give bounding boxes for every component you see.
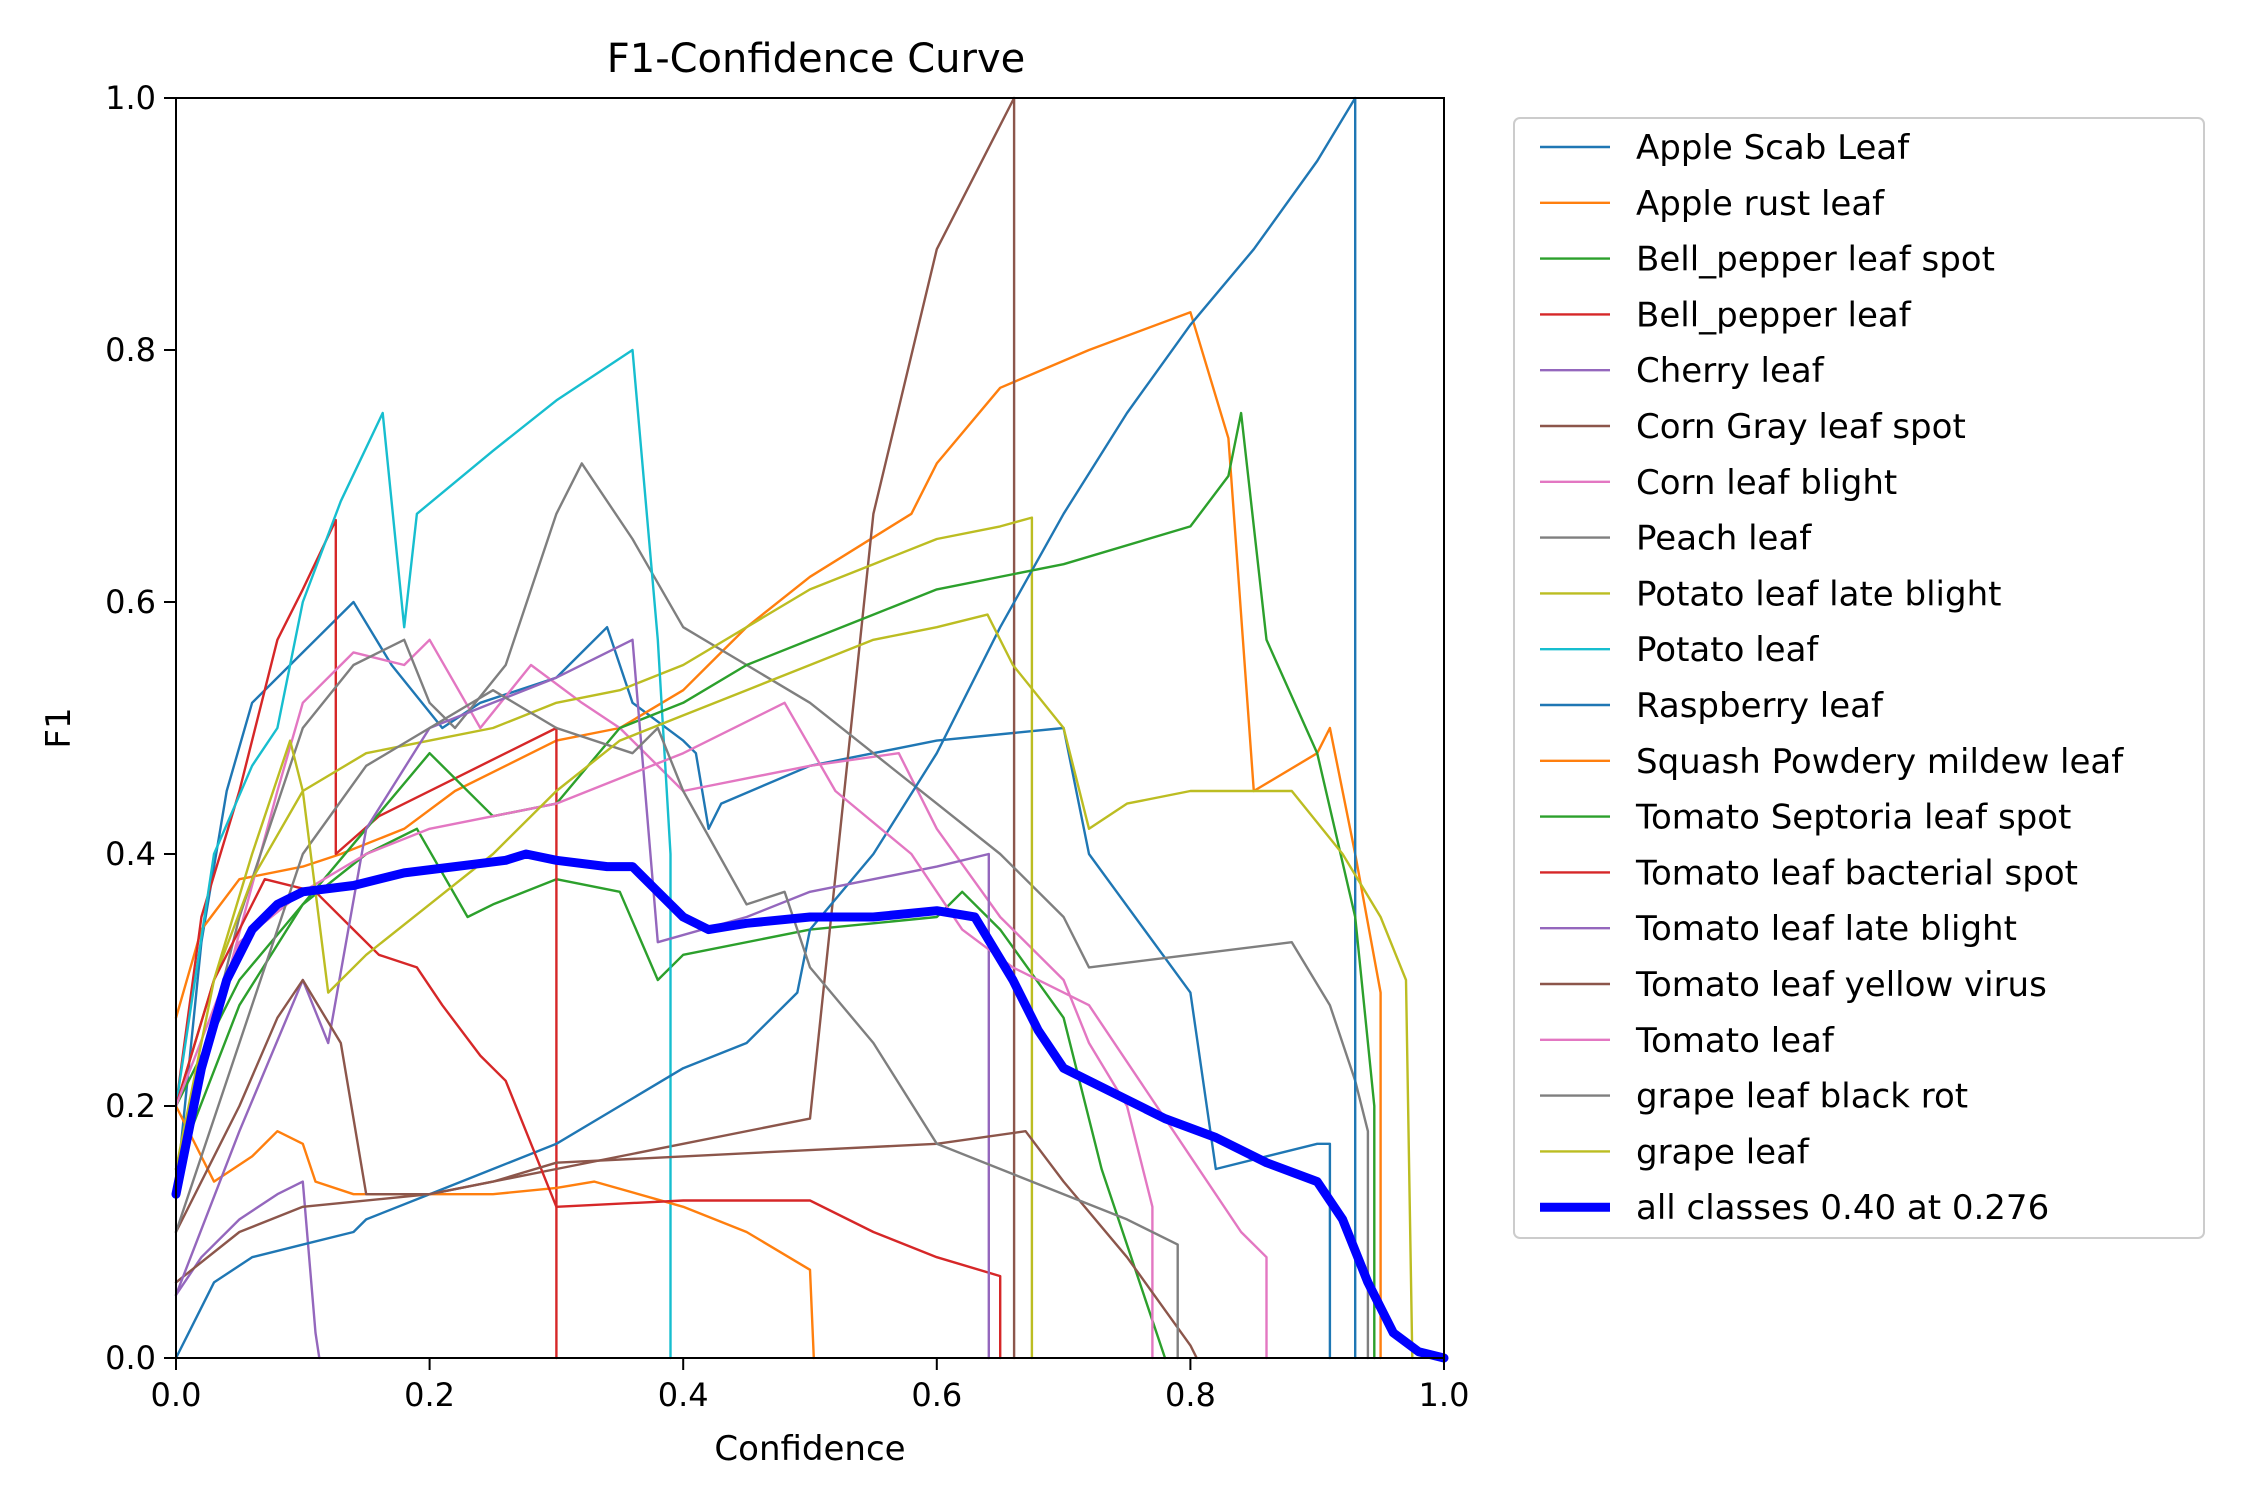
series-line-18	[174, 613, 1414, 1360]
legend-label: Tomato leaf yellow virus	[1635, 965, 2047, 1005]
series-line-8	[174, 516, 1034, 1360]
plot-frame	[175, 97, 1445, 1359]
legend-label: Raspberry leaf	[1636, 686, 1884, 726]
series-line-13	[174, 878, 1002, 1360]
series-line-2	[174, 827, 1167, 1360]
legend-label: Peach leaf	[1636, 519, 1812, 559]
legend-label: Squash Powdery mildew leaf	[1636, 742, 2124, 782]
x-tick-label: 1.0	[1419, 1376, 1470, 1414]
series-line-14	[174, 638, 990, 1360]
legend-label: Bell_pepper leaf spot	[1636, 240, 1995, 280]
x-axis: 0.0 0.2 0.4 0.6 0.8 1.0	[151, 1358, 1470, 1414]
series-line-10	[174, 96, 1357, 1360]
legend-label: Apple rust leaf	[1636, 184, 1885, 224]
legend-label: grape leaf	[1636, 1132, 1810, 1172]
legend-label: Cherry leaf	[1636, 351, 1825, 391]
y-tick-label: 1.0	[105, 79, 156, 117]
legend-label: Tomato leaf	[1635, 1021, 1835, 1061]
y-tick-label: 0.6	[105, 583, 156, 621]
legend-frame	[1513, 117, 2205, 1239]
series-line-12	[174, 411, 1376, 1360]
y-axis-label: F1	[39, 707, 79, 748]
legend-label: Tomato leaf bacterial spot	[1635, 853, 2078, 893]
series-line-15	[174, 978, 1198, 1360]
chart-title: F1-Confidence Curve	[607, 36, 1026, 82]
series-line-0	[174, 600, 1332, 1360]
x-tick-label: 0.4	[658, 1376, 709, 1414]
legend-label: Corn Gray leaf spot	[1636, 407, 1966, 447]
legend-label: Potato leaf	[1636, 630, 1819, 670]
series-line-17	[174, 689, 1179, 1360]
legend-label: Potato leaf late blight	[1636, 574, 2001, 614]
series-line-19	[171, 849, 1449, 1363]
y-tick-label: 0.2	[105, 1087, 156, 1125]
legend-label: Corn leaf blight	[1636, 463, 1897, 503]
y-tick-label: 0.4	[105, 835, 156, 873]
x-axis-label: Confidence	[714, 1429, 905, 1469]
x-tick-label: 0.2	[404, 1376, 455, 1414]
y-tick-label: 0.0	[105, 1339, 156, 1377]
legend-label: Tomato Septoria leaf spot	[1635, 798, 2071, 838]
series-line-4	[174, 1180, 321, 1360]
x-tick-label: 0.0	[151, 1376, 202, 1414]
legend-label: Tomato leaf late blight	[1635, 909, 2017, 949]
y-tick-label: 0.8	[105, 331, 156, 369]
legend-label: Bell_pepper leaf	[1636, 295, 1912, 335]
legend-label: grape leaf black rot	[1636, 1077, 1968, 1117]
series-line-16	[174, 701, 1268, 1360]
series-layer	[171, 96, 1449, 1363]
x-tick-label: 0.8	[1165, 1376, 1216, 1414]
series-line-1	[174, 311, 1382, 1360]
series-line-5	[174, 96, 1016, 1360]
legend: Apple Scab Leaf Apple rust leaf Bell_peppe…	[1513, 117, 2205, 1239]
series-line-9	[174, 348, 672, 1360]
x-tick-label: 0.6	[911, 1376, 962, 1414]
series-line-7	[174, 462, 1370, 1360]
series-line-11	[174, 1104, 815, 1360]
legend-label: Apple Scab Leaf	[1636, 128, 1910, 168]
legend-label: all classes 0.40 at 0.276	[1636, 1188, 2049, 1228]
y-axis: 0.0 0.2 0.4 0.6 0.8 1.0	[105, 79, 176, 1377]
